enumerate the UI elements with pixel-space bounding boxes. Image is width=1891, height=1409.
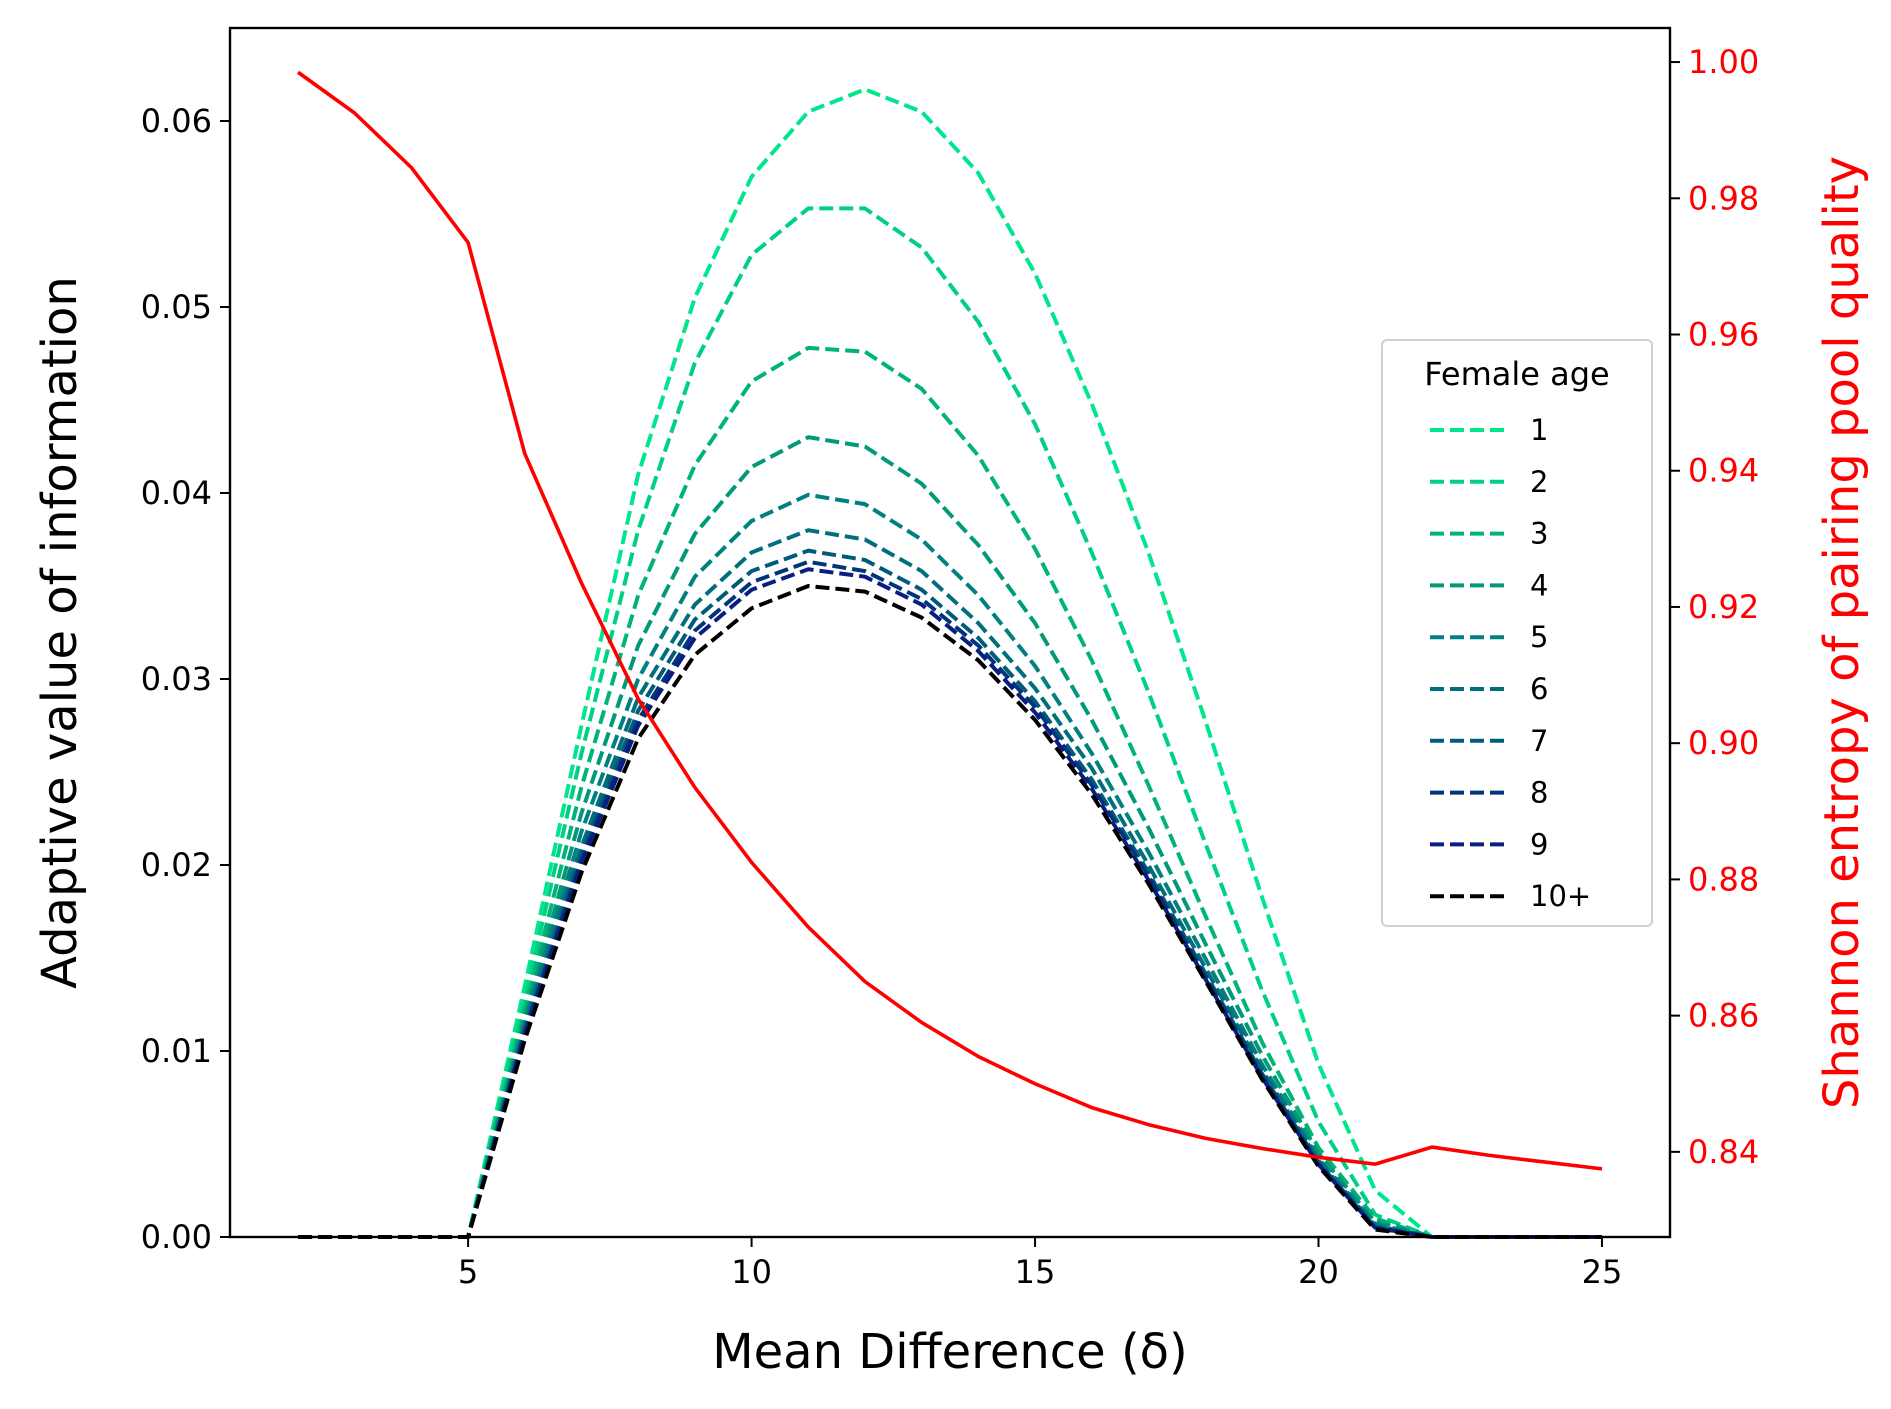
y-right-tick-label: 0.88 [1688, 860, 1759, 898]
y-right-tick-label: 0.84 [1688, 1133, 1759, 1171]
legend-entry-label: 4 [1530, 568, 1548, 602]
legend-entry-label: 10+ [1530, 879, 1591, 913]
series-layer [296, 70, 1603, 1239]
y-right-tick-label: 0.98 [1688, 179, 1759, 217]
legend-entry-label: 6 [1530, 672, 1548, 706]
y-axis-title: Adaptive value of information [32, 276, 88, 989]
legend-entry-label: 7 [1530, 724, 1548, 758]
y-tick-label: 0.00 [141, 1218, 212, 1256]
legend-entry-label: 9 [1530, 827, 1548, 861]
y-right-tick-label: 0.96 [1688, 316, 1759, 354]
y-right-tick-label: 0.90 [1688, 724, 1759, 762]
plot-frame [228, 26, 1672, 1239]
y-axis-ticks: 0.00 0.01 0.02 0.03 0.04 0.05 0.06 [141, 102, 230, 1256]
x-tick-label: 20 [1298, 1253, 1339, 1291]
legend-entry-label: 2 [1530, 465, 1548, 499]
y-right-tick-label: 0.92 [1688, 588, 1759, 626]
y-tick-label: 0.05 [141, 288, 212, 326]
series-line-age-10+ [298, 584, 1602, 1239]
y-axis-right-title: Shannon entropy of pairing pool quality [1814, 156, 1870, 1109]
legend-title: Female age [1424, 355, 1609, 393]
y-axis-right-ticks: 0.84 0.86 0.88 0.90 0.92 0.94 0.96 0.98 1.00 [1670, 43, 1759, 1171]
legend-entry-label: 1 [1530, 413, 1548, 447]
legend-entries: 1 2 3 4 5 6 7 8 9 10+ [1430, 413, 1591, 913]
legend-entry-label: 5 [1530, 620, 1548, 654]
y-tick-label: 0.06 [141, 102, 212, 140]
y-tick-label: 0.02 [141, 846, 212, 884]
x-tick-label: 5 [458, 1253, 478, 1291]
x-tick-label: 10 [731, 1253, 772, 1291]
legend-entry-label: 3 [1530, 517, 1548, 551]
series-line-entropy [296, 70, 1603, 1171]
x-axis-ticks: 5 10 15 20 25 [458, 1237, 1622, 1291]
y-right-tick-label: 1.00 [1688, 43, 1759, 81]
legend-entry-label: 8 [1530, 776, 1548, 810]
x-axis-title: Mean Difference (δ) [712, 1324, 1188, 1380]
y-right-tick-label: 0.86 [1688, 997, 1759, 1035]
y-tick-label: 0.03 [141, 660, 212, 698]
y-right-tick-label: 0.94 [1688, 452, 1759, 490]
series-line-age-5 [298, 492, 1602, 1239]
x-tick-label: 15 [1015, 1253, 1056, 1291]
legend-box [1381, 339, 1653, 927]
y-tick-label: 0.01 [141, 1032, 212, 1070]
series-line-age-2 [298, 206, 1602, 1239]
series-line-age-1 [298, 87, 1602, 1239]
y-tick-label: 0.04 [141, 474, 212, 512]
legend: Female age 1 2 3 4 5 6 7 8 9 10+ [1381, 339, 1653, 927]
x-tick-label: 25 [1582, 1253, 1623, 1291]
